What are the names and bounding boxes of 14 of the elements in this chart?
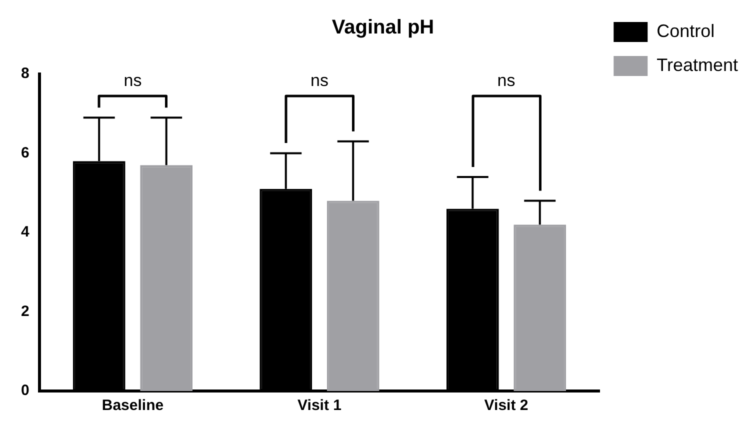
legend-label: Control <box>656 20 715 41</box>
y-tick-label: 0 <box>21 382 30 400</box>
legend-label: Treatment <box>656 54 738 75</box>
x-tick-label: Visit 2 <box>484 397 528 414</box>
y-tick-label: 8 <box>21 65 30 82</box>
x-tick-label: Visit 1 <box>298 397 342 414</box>
y-tick-label: 2 <box>21 302 30 320</box>
y-tick-label: 6 <box>21 144 30 162</box>
annotation: ns <box>310 71 328 90</box>
x-tick-label: Baseline <box>102 397 164 414</box>
annotation: ns <box>124 71 142 90</box>
y-tick-label: 4 <box>21 224 30 241</box>
chart-title: Vaginal pH <box>332 16 434 39</box>
annotation: ns <box>497 71 516 90</box>
